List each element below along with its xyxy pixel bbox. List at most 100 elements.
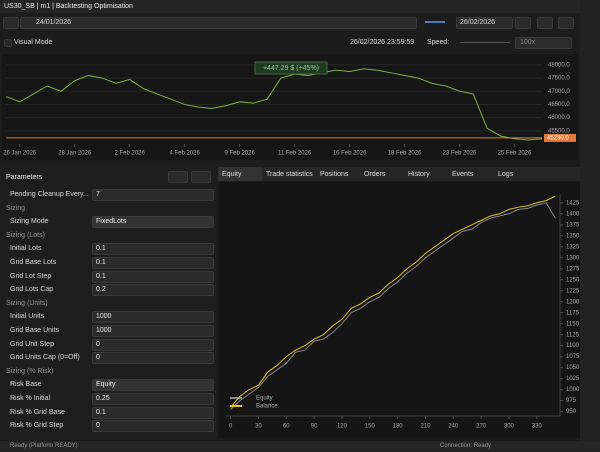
tab[interactable]: Equity <box>222 171 242 178</box>
x-tick-label: 18 Feb 2026 <box>388 151 422 157</box>
parameter-value: 0.1 <box>96 408 106 416</box>
parameter-label: Grid Units Cap (0=Off) <box>10 354 80 362</box>
play-button[interactable] <box>515 17 531 29</box>
parameter-label: Risk % Grid Base <box>10 408 65 416</box>
parameter-input[interactable] <box>92 352 214 365</box>
y-tick-label: 1275 <box>566 266 580 272</box>
parameter-input[interactable] <box>92 325 214 337</box>
settings-button[interactable] <box>3 17 19 29</box>
parameter-input[interactable] <box>92 284 214 297</box>
parameter-input[interactable] <box>92 406 214 419</box>
speed-label: Speed: <box>427 39 450 46</box>
tab[interactable]: Positions <box>320 171 349 178</box>
y-tick-label: 975 <box>566 398 577 404</box>
series-line <box>230 195 556 408</box>
parameter-input[interactable] <box>92 189 214 201</box>
tab[interactable]: Events <box>452 171 474 178</box>
x-tick-label: 240 <box>448 424 459 430</box>
window-title: US30_SB | m1 | Backtesting Optimisation <box>4 3 133 10</box>
export-button[interactable] <box>191 171 211 183</box>
parameter-input[interactable] <box>92 420 214 433</box>
current-time: 26/02/2026 23:59:59 <box>350 39 415 46</box>
x-tick-label: 300 <box>504 424 515 430</box>
x-tick-label: 30 <box>255 424 262 430</box>
y-tick-label: 1175 <box>566 310 580 316</box>
parameter-label: Pending Cleanup Every... <box>10 191 89 198</box>
parameter-label: Initial Lots <box>10 245 42 253</box>
parameters-title: Parameters <box>6 174 43 181</box>
x-tick-label: 4 Feb 2026 <box>169 151 200 157</box>
y-tick-label: 1150 <box>566 321 580 327</box>
parameter-value: 0.1 <box>96 245 106 253</box>
y-tick-label: 46500.0 <box>548 102 570 108</box>
parameter-select[interactable] <box>92 216 214 229</box>
parameter-label: Risk Base <box>10 381 42 389</box>
title-bar <box>0 0 600 13</box>
status-right: Connection: Ready <box>440 443 492 449</box>
x-tick-label: 150 <box>365 424 376 430</box>
tab-bar <box>218 167 580 181</box>
x-tick-label: 28 Jan 2026 <box>58 151 92 157</box>
parameter-value: 7 <box>96 191 100 198</box>
tab[interactable]: Logs <box>498 171 514 178</box>
tab-active[interactable] <box>218 167 262 181</box>
parameter-select[interactable] <box>92 379 214 392</box>
range-slider[interactable] <box>425 21 445 23</box>
annotation: +447.29 $ (+45%) <box>263 65 319 72</box>
y-tick-label: 48000.0 <box>548 62 570 68</box>
pause-button[interactable] <box>537 17 553 29</box>
import-button[interactable] <box>168 171 188 183</box>
y-tick-label: 1425 <box>566 200 580 206</box>
end-date: 26/02/2026 <box>460 19 496 26</box>
series-line <box>230 202 556 410</box>
y-tick-label: 46000.0 <box>548 115 570 121</box>
y-tick-label: 1350 <box>566 233 580 239</box>
parameter-input[interactable] <box>92 270 214 283</box>
speed-value: 100x <box>520 39 536 46</box>
parameter-value: 0 <box>96 340 100 348</box>
start-date: 24/01/2026 <box>36 19 72 26</box>
speed-select[interactable] <box>515 37 572 49</box>
x-tick-label: 23 Feb 2026 <box>443 151 477 157</box>
parameter-value: 0 <box>96 422 100 430</box>
x-tick-label: 60 <box>283 424 290 430</box>
section-label: Sizing (Lots) <box>6 231 45 239</box>
x-tick-label: 16 Feb 2026 <box>333 151 367 157</box>
parameter-value: 0.1 <box>96 259 106 266</box>
y-tick-label: 1000 <box>566 387 580 393</box>
parameter-input[interactable] <box>92 393 214 405</box>
parameter-input[interactable] <box>92 311 214 324</box>
parameter-input[interactable] <box>92 338 214 351</box>
y-tick-label: 47500.0 <box>548 76 570 82</box>
stop-button[interactable] <box>558 17 574 29</box>
speed-slider[interactable] <box>460 42 510 43</box>
parameter-value: 0.2 <box>96 286 106 294</box>
tab[interactable]: History <box>408 171 430 178</box>
parameter-value: 1000 <box>96 327 112 334</box>
visual-mode-checkbox[interactable] <box>4 39 12 47</box>
x-tick-label: 270 <box>476 424 487 430</box>
y-tick-label: 1100 <box>566 343 580 349</box>
y-tick-label: 950 <box>566 409 577 415</box>
start-date-field[interactable] <box>20 17 417 29</box>
end-date-field[interactable] <box>456 17 513 29</box>
y-tick-label: 47000.0 <box>548 89 570 95</box>
y-tick-label: 1225 <box>566 288 580 294</box>
y-tick-label: 1075 <box>566 354 580 360</box>
tab[interactable]: Trade statistics <box>266 171 313 178</box>
parameter-input[interactable] <box>92 243 214 256</box>
status-bar <box>0 441 600 452</box>
x-tick-label: 0 <box>229 424 233 430</box>
tab[interactable]: Orders <box>364 171 386 178</box>
parameter-label: Initial Units <box>10 313 45 321</box>
parameter-input[interactable] <box>92 257 214 269</box>
y-tick-label: 1325 <box>566 244 580 250</box>
y-tick-label: 1050 <box>566 365 580 371</box>
y-tick-label: 1375 <box>566 222 580 228</box>
section-label: Sizing (% Risk) <box>6 367 54 375</box>
legend-label: Balance <box>256 404 278 410</box>
parameter-value: 1000 <box>96 313 112 321</box>
price-tag-label: 45230.0 <box>547 136 569 142</box>
x-tick-label: 11 Feb 2026 <box>278 151 312 157</box>
